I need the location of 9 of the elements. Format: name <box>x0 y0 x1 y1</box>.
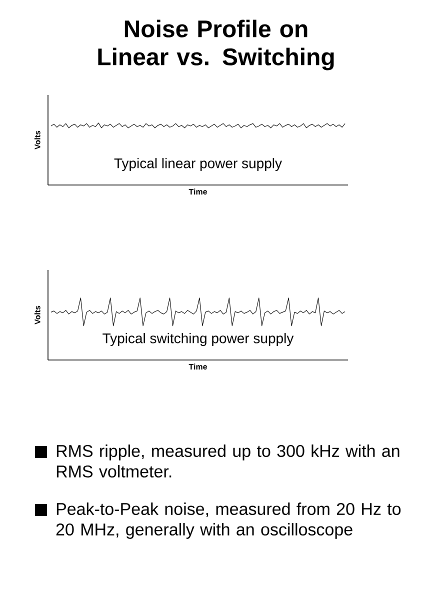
chart-title: Noise Profile on Linear vs. Switching <box>98 20 334 70</box>
x-axis-title: Time <box>188 188 207 195</box>
y-axis-title: Volts <box>34 130 40 150</box>
annotation: Typical switching power supply <box>102 332 294 346</box>
text: RMS ripple, measured up to 300 kHz with an RMS voltmeter. <box>56 444 400 478</box>
text: Peak-to-Peak noise, measured from 20 Hz to 20 MHz, generally with an oscilloscope <box>56 502 401 539</box>
x-axis-title: Time <box>188 364 207 370</box>
y-axis-title: Volts <box>34 306 40 324</box>
annotation: Typical linear power supply <box>114 158 282 172</box>
